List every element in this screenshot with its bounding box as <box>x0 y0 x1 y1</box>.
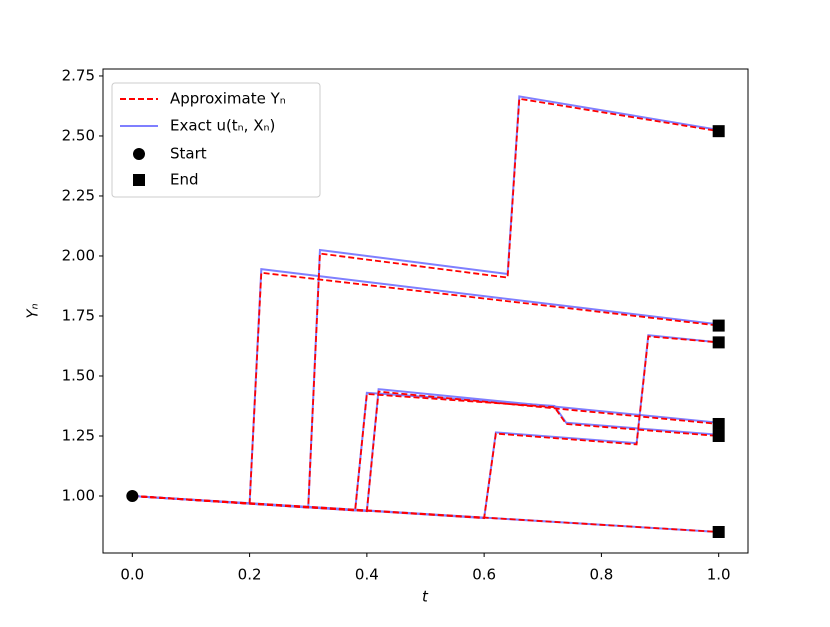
x-tick-label: 0.6 <box>472 566 496 584</box>
start-marker <box>126 489 139 502</box>
y-tick-label: 1.50 <box>62 366 95 384</box>
exact-line <box>132 391 719 512</box>
y-tick-label: 1.75 <box>62 306 95 324</box>
exact-line <box>132 388 719 513</box>
x-tick-label: 0.8 <box>589 566 613 584</box>
end-marker <box>712 429 725 442</box>
x-tick-label: 1.0 <box>707 566 731 584</box>
x-axis-label: t <box>422 588 429 606</box>
end-marker <box>712 417 725 430</box>
legend-label: Exact u(tₙ, Xₙ) <box>170 117 275 135</box>
plot-frame <box>102 68 749 554</box>
y-tick-label: 1.00 <box>62 486 95 504</box>
x-tick-label: 0.0 <box>120 566 144 584</box>
approximate-line <box>132 393 719 512</box>
y-tick-label: 2.25 <box>62 186 95 204</box>
end-marker <box>712 525 725 538</box>
legend-label: Approximate Yₙ <box>170 90 286 108</box>
exact-line <box>132 334 719 520</box>
legend-swatch <box>133 148 145 160</box>
x-tick-label: 0.2 <box>238 566 262 584</box>
exact-line <box>132 268 719 505</box>
y-tick-label: 2.75 <box>62 66 95 84</box>
y-tick-label: 2.00 <box>62 246 95 264</box>
end-marker <box>712 125 725 138</box>
y-tick-label: 2.50 <box>62 126 95 144</box>
legend-label: Start <box>170 145 207 163</box>
approximate-line <box>132 390 719 513</box>
y-axis-label: Yₙ <box>24 303 42 318</box>
x-tick-label: 0.4 <box>355 566 379 584</box>
legend <box>111 82 321 198</box>
approximate-line <box>132 335 719 520</box>
legend-label: End <box>170 171 199 189</box>
y-tick-label: 1.25 <box>62 426 95 444</box>
approximate-line <box>132 271 719 505</box>
legend-swatch <box>133 174 145 186</box>
end-marker <box>712 336 725 349</box>
end-marker <box>712 319 725 332</box>
